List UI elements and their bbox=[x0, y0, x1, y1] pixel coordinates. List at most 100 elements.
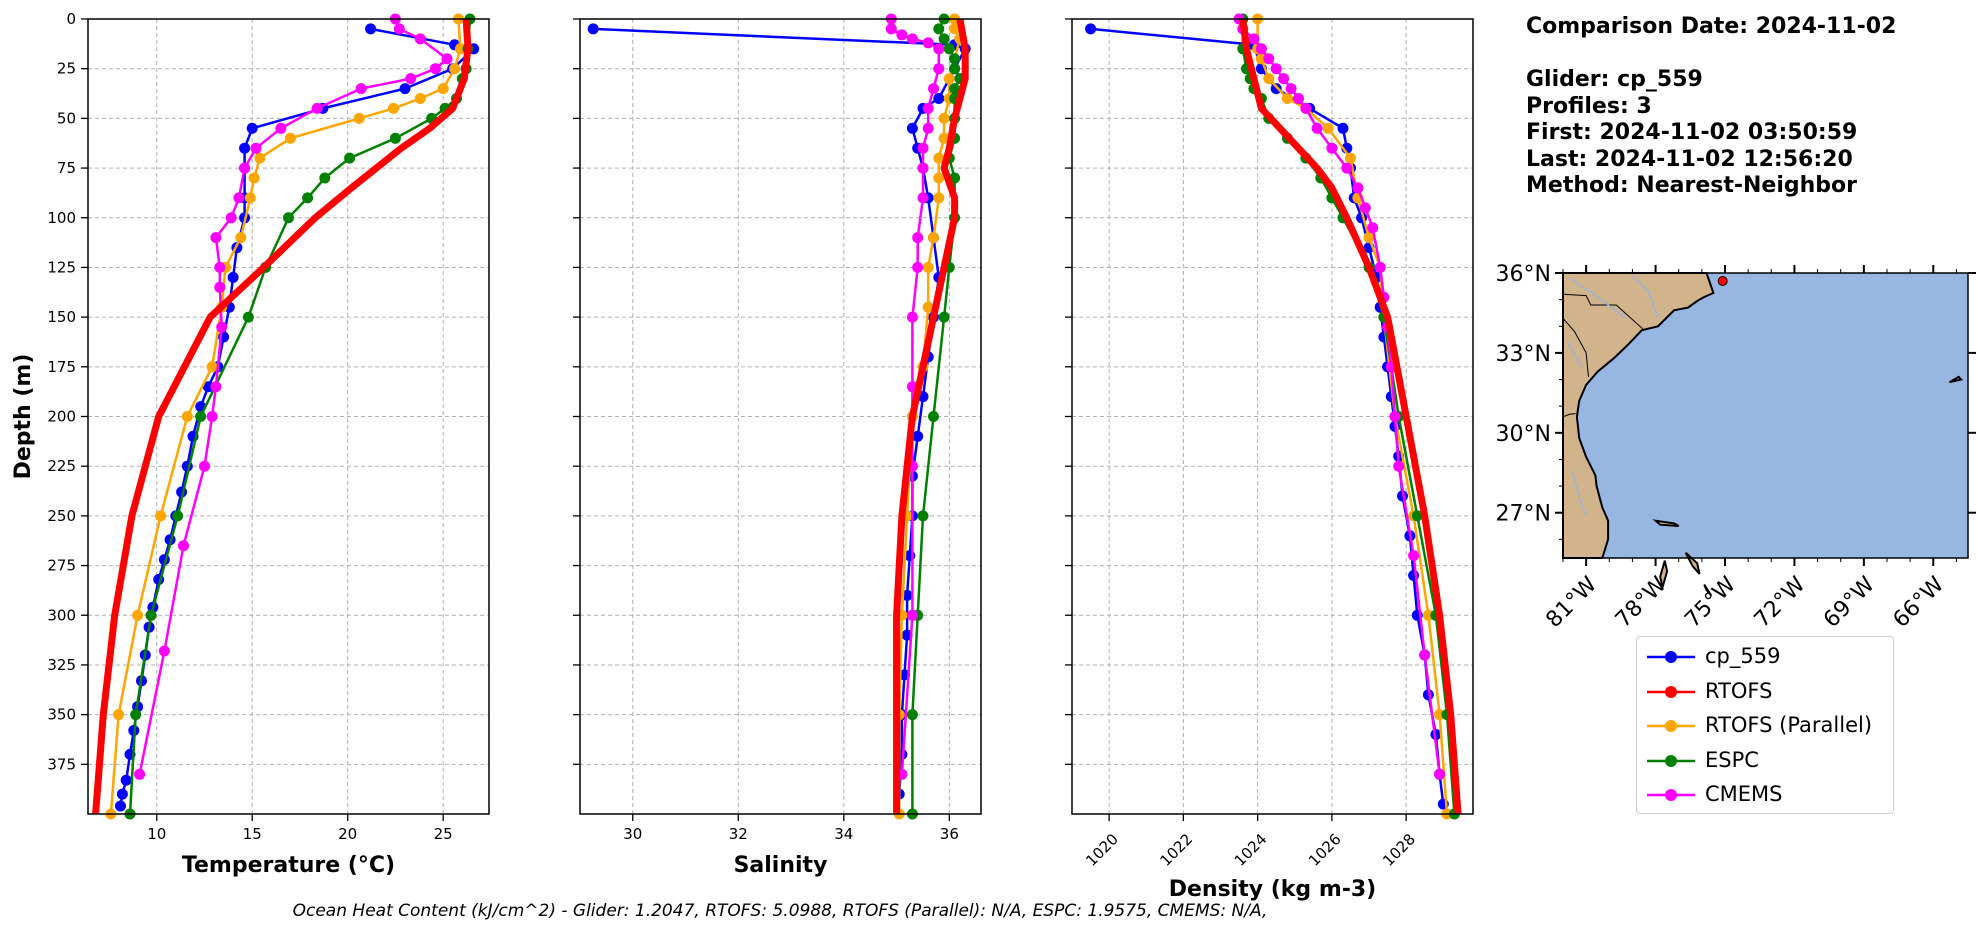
data-point bbox=[917, 162, 929, 174]
data-point bbox=[214, 281, 226, 293]
data-point bbox=[1367, 222, 1379, 234]
y-tick-label: 350 bbox=[47, 706, 76, 724]
data-point bbox=[244, 192, 256, 204]
legend-swatch bbox=[1647, 789, 1695, 802]
data-point bbox=[906, 709, 918, 721]
data-point bbox=[1393, 460, 1405, 472]
x-tick-label: 1024 bbox=[1231, 830, 1271, 870]
data-point bbox=[928, 83, 939, 95]
data-point bbox=[933, 192, 945, 204]
data-point bbox=[227, 271, 239, 283]
ocean-heat-content-caption: Ocean Heat Content (kJ/cm^2) - Glider: 1… bbox=[292, 901, 1268, 921]
data-point bbox=[1352, 182, 1364, 194]
y-tick-label: 375 bbox=[47, 755, 76, 773]
legend-entry-cmems: CMEMS bbox=[1637, 779, 1893, 814]
series-line-rtofs bbox=[893, 18, 969, 814]
y-tick-label: 0 bbox=[66, 10, 76, 28]
data-point bbox=[1270, 63, 1282, 75]
data-point bbox=[906, 609, 918, 621]
data-point bbox=[1285, 83, 1297, 95]
y-tick-label: 225 bbox=[47, 457, 76, 475]
map-lon-label: 75°W bbox=[1680, 572, 1741, 633]
data-point bbox=[1345, 152, 1356, 164]
glider-name: Glider: cp_559 bbox=[1526, 67, 1703, 92]
legend-swatch bbox=[1647, 754, 1695, 767]
data-point bbox=[1434, 768, 1446, 780]
x-axis-label: Density (kg m-3) bbox=[1169, 877, 1377, 902]
glider-location-marker bbox=[1717, 275, 1728, 286]
map-lon-label: 81°W bbox=[1541, 572, 1602, 633]
legend-swatch bbox=[1647, 720, 1695, 733]
data-point bbox=[454, 43, 466, 55]
data-point bbox=[1263, 53, 1275, 65]
y-tick-label: 125 bbox=[47, 258, 76, 276]
data-point bbox=[933, 172, 945, 184]
data-point bbox=[233, 192, 245, 204]
data-point bbox=[116, 788, 128, 800]
data-point bbox=[178, 540, 189, 552]
data-point bbox=[1278, 73, 1290, 85]
data-point bbox=[1359, 202, 1371, 214]
data-point bbox=[172, 510, 184, 522]
state-border bbox=[1562, 317, 1589, 377]
data-point bbox=[355, 83, 367, 95]
state-border bbox=[1562, 293, 1644, 330]
data-point bbox=[1408, 550, 1420, 562]
data-point bbox=[210, 232, 222, 244]
profile-panel-2: 30 32 34 36 Salinity bbox=[573, 13, 982, 878]
map-lat-label: 30°N bbox=[1496, 422, 1551, 447]
data-point bbox=[1419, 649, 1431, 661]
data-point bbox=[155, 510, 167, 522]
data-point bbox=[896, 29, 908, 41]
data-point bbox=[1326, 142, 1338, 154]
y-tick-label: 325 bbox=[47, 656, 76, 674]
data-point bbox=[235, 232, 247, 244]
data-point bbox=[912, 430, 924, 442]
series-line-cp-559 bbox=[119, 27, 475, 807]
data-point bbox=[284, 132, 296, 144]
data-point bbox=[195, 411, 207, 422]
data-point bbox=[1341, 162, 1353, 174]
y-tick-label: 25 bbox=[57, 60, 76, 78]
profile-count: Profiles: 3 bbox=[1526, 93, 1652, 119]
y-tick-label: 150 bbox=[47, 308, 76, 326]
data-point bbox=[275, 122, 287, 134]
interpolation-method: Method: Nearest-Neighbor bbox=[1526, 173, 1857, 198]
x-tick-label: 1028 bbox=[1379, 830, 1419, 870]
map-island bbox=[1659, 560, 1669, 588]
data-point bbox=[1300, 102, 1312, 114]
data-point bbox=[922, 301, 934, 313]
data-point bbox=[134, 768, 146, 780]
data-point bbox=[242, 311, 254, 323]
data-point bbox=[949, 83, 961, 95]
map-lat-label: 36°N bbox=[1496, 262, 1551, 287]
data-point bbox=[132, 609, 144, 621]
data-point bbox=[933, 23, 945, 35]
river bbox=[1569, 277, 1626, 319]
river bbox=[1566, 341, 1583, 367]
y-tick-label: 250 bbox=[47, 507, 76, 525]
x-tick-label: 34 bbox=[834, 825, 853, 843]
map-island bbox=[1703, 584, 1712, 596]
legend-label: CMEMS bbox=[1705, 782, 1783, 807]
data-point bbox=[949, 23, 961, 35]
x-axis-label: Temperature (°C) bbox=[182, 853, 395, 878]
data-point bbox=[1389, 411, 1401, 422]
legend: cp_559 RTOFS RTOFS (Parallel) ESPC CMEMS bbox=[1636, 636, 1894, 814]
data-point bbox=[1270, 83, 1282, 95]
data-point bbox=[928, 411, 939, 422]
data-point bbox=[449, 63, 461, 75]
data-point bbox=[216, 321, 228, 333]
data-point bbox=[181, 411, 193, 422]
data-point bbox=[214, 261, 226, 273]
series-line-rtofs bbox=[92, 18, 472, 815]
data-point bbox=[248, 172, 260, 184]
data-point bbox=[113, 709, 125, 721]
first-profile-time: First: 2024-11-02 03:50:59 bbox=[1526, 120, 1858, 145]
data-point bbox=[199, 460, 210, 472]
data-point bbox=[1293, 93, 1304, 104]
data-point bbox=[906, 33, 918, 45]
river bbox=[1571, 469, 1587, 516]
